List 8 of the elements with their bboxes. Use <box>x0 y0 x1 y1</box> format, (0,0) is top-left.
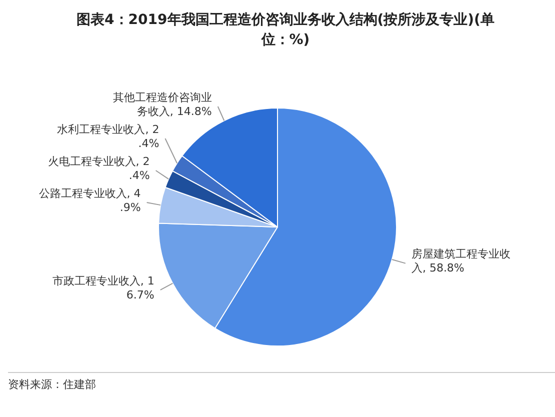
slice-label: 水利工程专业收入, 2.4% <box>57 122 160 150</box>
slice-label: 市政工程专业收入, 16.7% <box>52 274 154 302</box>
text: 资料来源：住建部 <box>8 378 96 391</box>
slice-label: 房屋建筑工程专业收入, 58.8% <box>411 248 510 275</box>
chart-title: 图表4：2019年我国工程造价咨询业务收入结构(按所涉及专业)(单位：%) <box>76 11 496 50</box>
slice-label: 火电工程专业收入, 2.4% <box>48 154 150 182</box>
slice-label: 公路工程专业收入, 4.9% <box>38 186 141 214</box>
slice-label: 其他工程造价咨询业务收入, 14.8% <box>112 90 212 118</box>
